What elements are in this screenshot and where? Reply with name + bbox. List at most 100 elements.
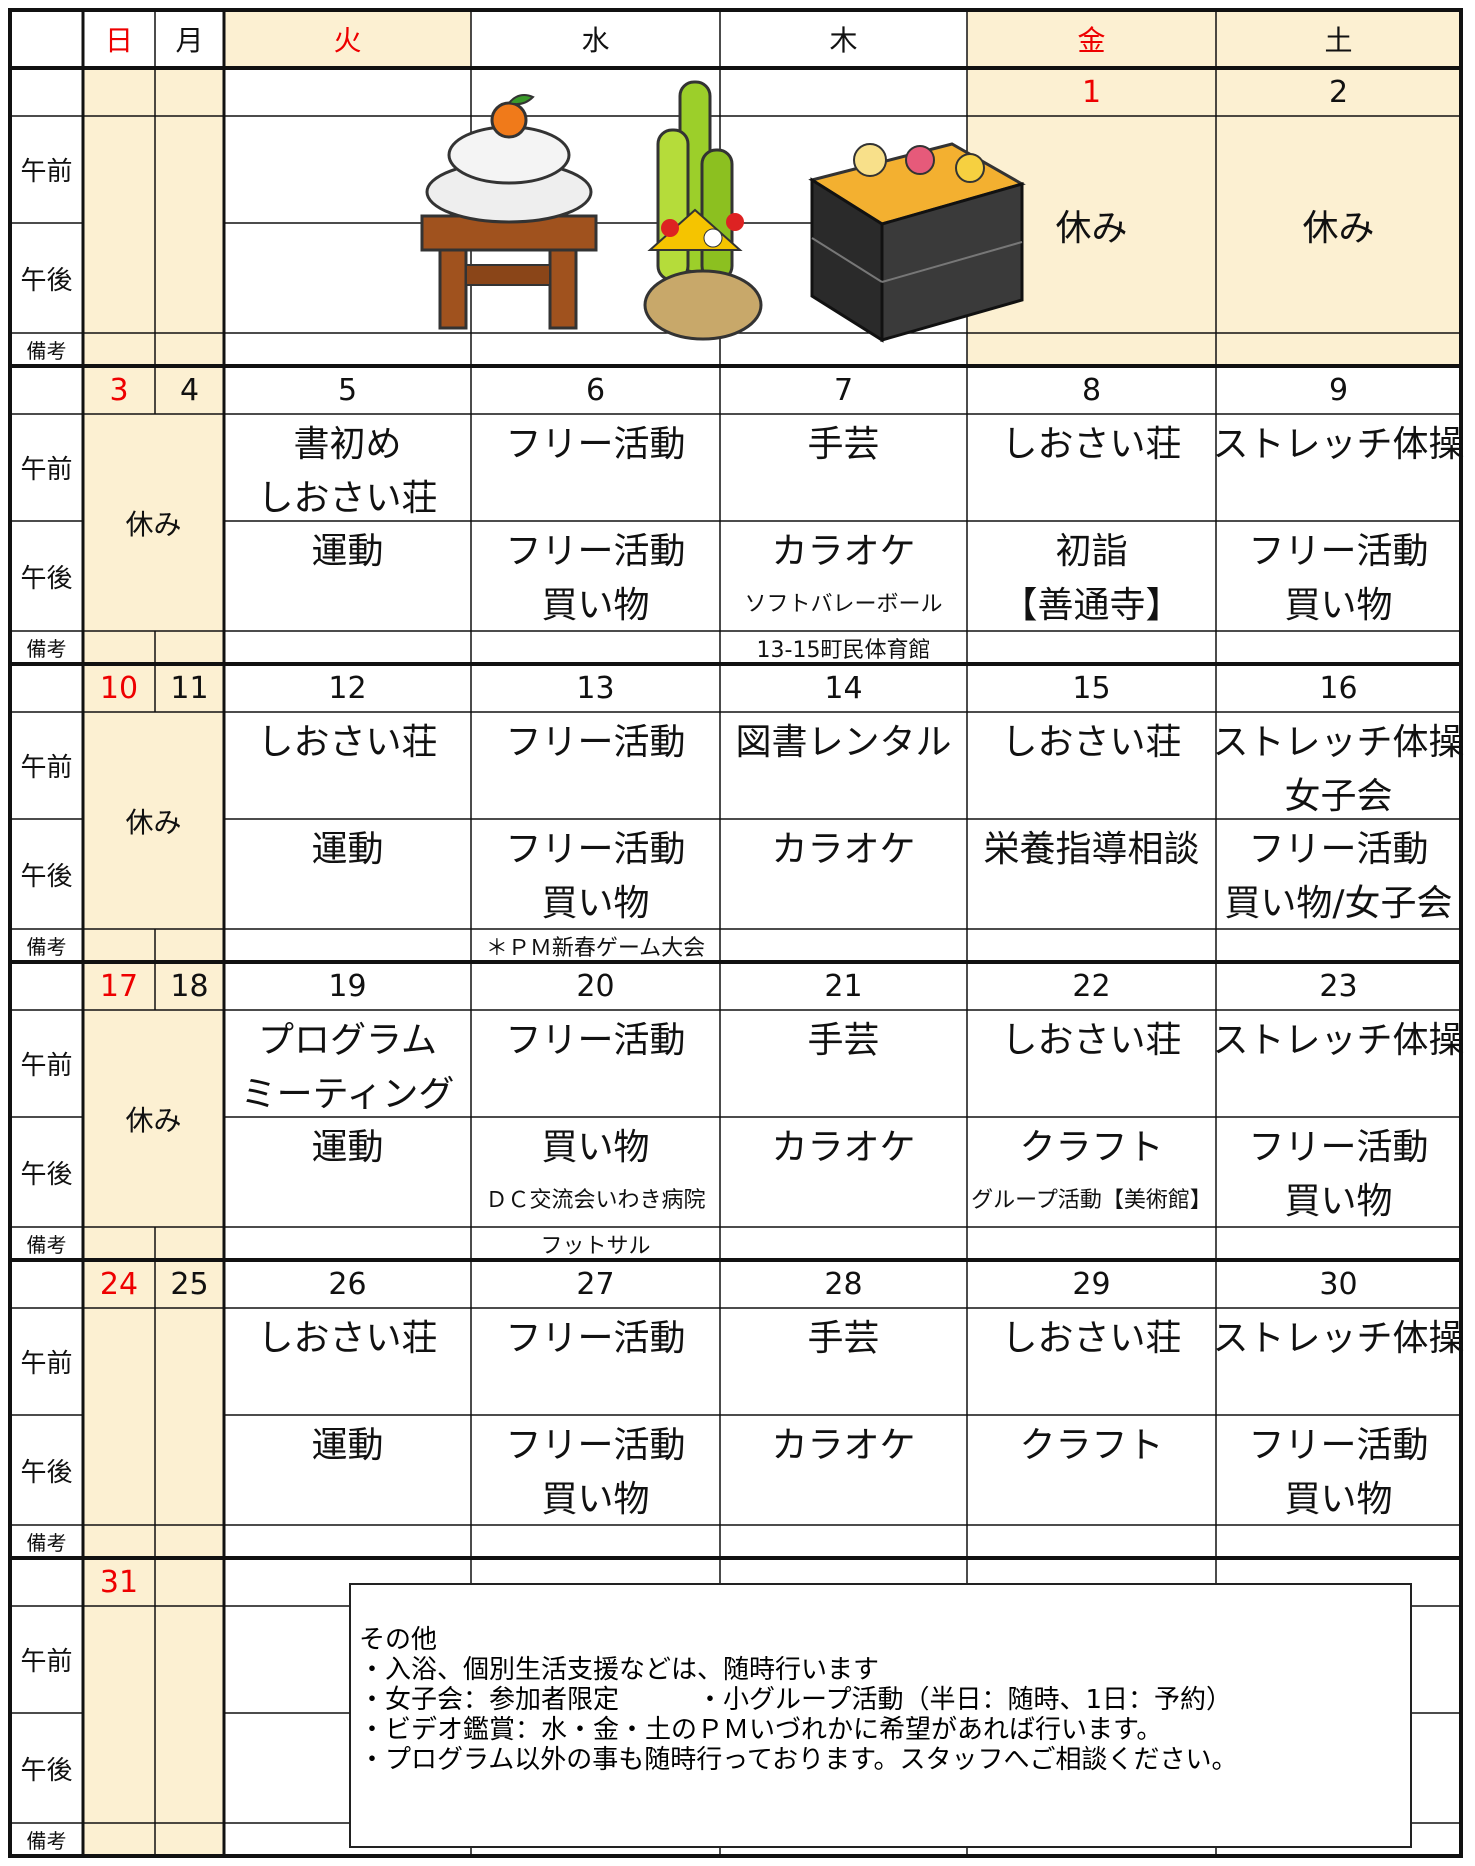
- activity: フリー活動: [505, 829, 686, 870]
- activity: 買い物: [541, 883, 650, 924]
- activity: しおさい荘: [1001, 722, 1182, 763]
- notes-item: ・ビデオ鑑賞：水・金・土のＰＭいづれかに希望があれば行います。: [359, 1715, 1163, 1745]
- osechi: [808, 142, 1026, 343]
- activity: しおさい荘: [1001, 424, 1182, 465]
- date: 8: [1081, 372, 1102, 408]
- remark: 13-15町民体育館: [756, 637, 931, 663]
- date: 6: [585, 372, 606, 408]
- activity: 書初め: [293, 424, 402, 465]
- day-off: 休み: [125, 1103, 182, 1137]
- date: 1: [1081, 74, 1102, 110]
- day-header: 火: [333, 24, 362, 57]
- activity: フリー活動: [505, 1318, 686, 1359]
- activity: しおさい荘: [1001, 1020, 1182, 1061]
- activity: カラオケ: [771, 531, 916, 572]
- cell-fill: [83, 366, 224, 664]
- day-off: 休み: [1055, 207, 1128, 249]
- date: 3: [109, 372, 129, 408]
- date: 9: [1328, 372, 1349, 408]
- day-off: 休み: [125, 805, 182, 839]
- date: 10: [99, 670, 139, 706]
- date: 21: [824, 968, 863, 1004]
- activity: フリー活動: [505, 722, 686, 763]
- activity: フリー活動: [505, 424, 686, 465]
- activity: フリー活動: [1248, 1127, 1429, 1168]
- row-label: 午前: [20, 157, 73, 187]
- row-label: 午後: [20, 1755, 73, 1786]
- date: 15: [1072, 670, 1111, 706]
- activity: フリー活動: [1248, 531, 1429, 572]
- date: 28: [824, 1266, 863, 1302]
- date: 5: [337, 372, 358, 408]
- date: 20: [576, 968, 615, 1004]
- row-label: 備考: [26, 1531, 67, 1555]
- row-label: 備考: [26, 1829, 67, 1853]
- cell-fill: [967, 10, 1216, 68]
- date: 22: [1072, 968, 1111, 1004]
- row-label: 午後: [20, 1159, 73, 1190]
- row-label: 午前: [20, 753, 73, 783]
- notes-item: ・女子会：参加者限定 ・小グループ活動（半日：随時、1日：予約）: [359, 1685, 1232, 1715]
- activity: フリー活動: [505, 1020, 686, 1061]
- row-label: 午前: [20, 1349, 73, 1379]
- day-header: 月: [175, 24, 204, 57]
- activity: カラオケ: [771, 829, 916, 870]
- activity: ストレッチ体操: [1212, 424, 1465, 465]
- date: 29: [1072, 1266, 1111, 1302]
- row-label: 午後: [20, 563, 73, 594]
- activity: 買い物: [541, 1479, 650, 1520]
- date: 13: [576, 670, 615, 706]
- cell-fill: [83, 68, 224, 366]
- day-header: 金: [1077, 24, 1106, 57]
- row-label: 午前: [20, 1051, 73, 1081]
- activity: クラフト: [1019, 1127, 1164, 1168]
- notes-item: ・入浴、個別生活支援などは、随時行います: [359, 1655, 880, 1685]
- date: 19: [328, 968, 367, 1004]
- activity: 運動: [311, 1425, 384, 1466]
- cell-fill: [83, 962, 224, 1260]
- date: 27: [576, 1266, 615, 1302]
- remark: フットサル: [540, 1233, 651, 1259]
- date: 18: [170, 968, 209, 1004]
- activity: ストレッチ体操: [1212, 722, 1465, 763]
- activity: 運動: [311, 1127, 384, 1168]
- activity-note: ソフトバレーボール: [744, 592, 943, 617]
- date: 23: [1319, 968, 1358, 1004]
- activity: しおさい荘: [1001, 1318, 1182, 1359]
- activity: 図書レンタル: [735, 722, 952, 763]
- row-label: 午前: [20, 1647, 73, 1677]
- date: 31: [99, 1564, 139, 1600]
- date: 26: [328, 1266, 367, 1302]
- remark: ＊ＰＭ新春ゲーム大会: [485, 935, 706, 961]
- activity: カラオケ: [771, 1425, 916, 1466]
- date: 4: [179, 372, 200, 408]
- cell-fill: [83, 664, 224, 962]
- activity: ストレッチ体操: [1212, 1020, 1465, 1061]
- date: 11: [170, 670, 209, 706]
- activity: 初詣: [1055, 531, 1128, 572]
- activity: 栄養指導相談: [983, 829, 1200, 870]
- activity: 運動: [311, 531, 384, 572]
- activity: 買い物: [1284, 1181, 1393, 1222]
- activity: クラフト: [1019, 1425, 1164, 1466]
- cell-fill: [1216, 10, 1461, 68]
- row-label: 備考: [26, 1233, 67, 1257]
- row-label: 備考: [26, 935, 67, 959]
- date: 14: [824, 670, 863, 706]
- activity: フリー活動: [505, 1425, 686, 1466]
- notes-title: その他: [359, 1625, 438, 1655]
- activity: ストレッチ体操: [1212, 1318, 1465, 1359]
- date: 25: [170, 1266, 209, 1302]
- date: 2: [1328, 74, 1349, 110]
- activity: 買い物: [541, 585, 650, 626]
- day-off: 休み: [1302, 207, 1375, 249]
- date: 12: [328, 670, 367, 706]
- notes-item: ・プログラム以外の事も随時行っております。スタッフへご相談ください。: [359, 1745, 1238, 1775]
- activity: 買い物: [1284, 1479, 1393, 1520]
- row-label: 午前: [20, 455, 73, 485]
- activity: 【善通寺】: [1001, 585, 1182, 626]
- date: 30: [1319, 1266, 1358, 1302]
- activity: しおさい荘: [257, 722, 438, 763]
- activity: 買い物: [541, 1127, 650, 1168]
